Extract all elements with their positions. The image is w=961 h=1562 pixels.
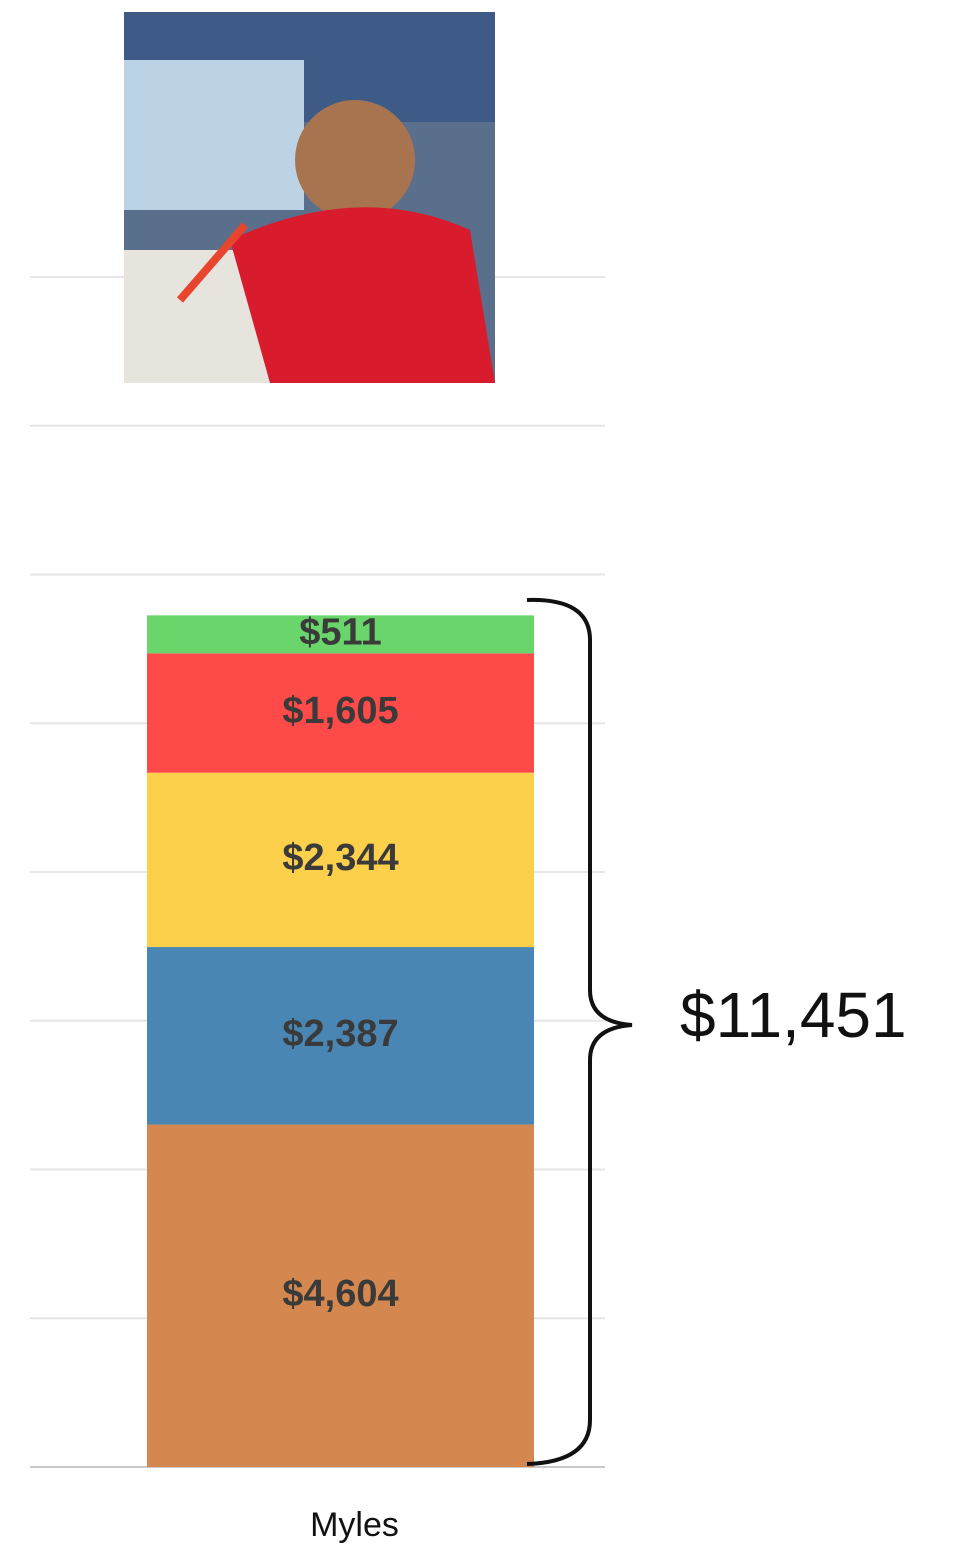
- total-label: $11,451: [680, 979, 907, 1051]
- photo-pencil: [176, 222, 249, 303]
- value-label: $4,604: [282, 1273, 398, 1315]
- value-label: $2,344: [282, 837, 398, 879]
- value-label: $1,605: [282, 690, 398, 732]
- bars: $4,604 $2,387 $2,344 $1,605 $511 Myles: [147, 611, 534, 1544]
- photo-shirt-left: [124, 60, 304, 210]
- bar-segment: [147, 947, 534, 1125]
- value-label: $511: [299, 611, 381, 653]
- x-tick-label: Myles: [310, 1506, 399, 1544]
- bar-segment: [147, 1124, 534, 1467]
- photo: [124, 12, 495, 383]
- value-label: $2,387: [282, 1013, 398, 1055]
- photo-shirt: [230, 207, 495, 383]
- bar-segment: [147, 772, 534, 948]
- photo-face: [295, 100, 415, 220]
- brace: [526, 597, 633, 1466]
- bar-segment: [147, 653, 534, 773]
- bar-segment: [147, 615, 534, 654]
